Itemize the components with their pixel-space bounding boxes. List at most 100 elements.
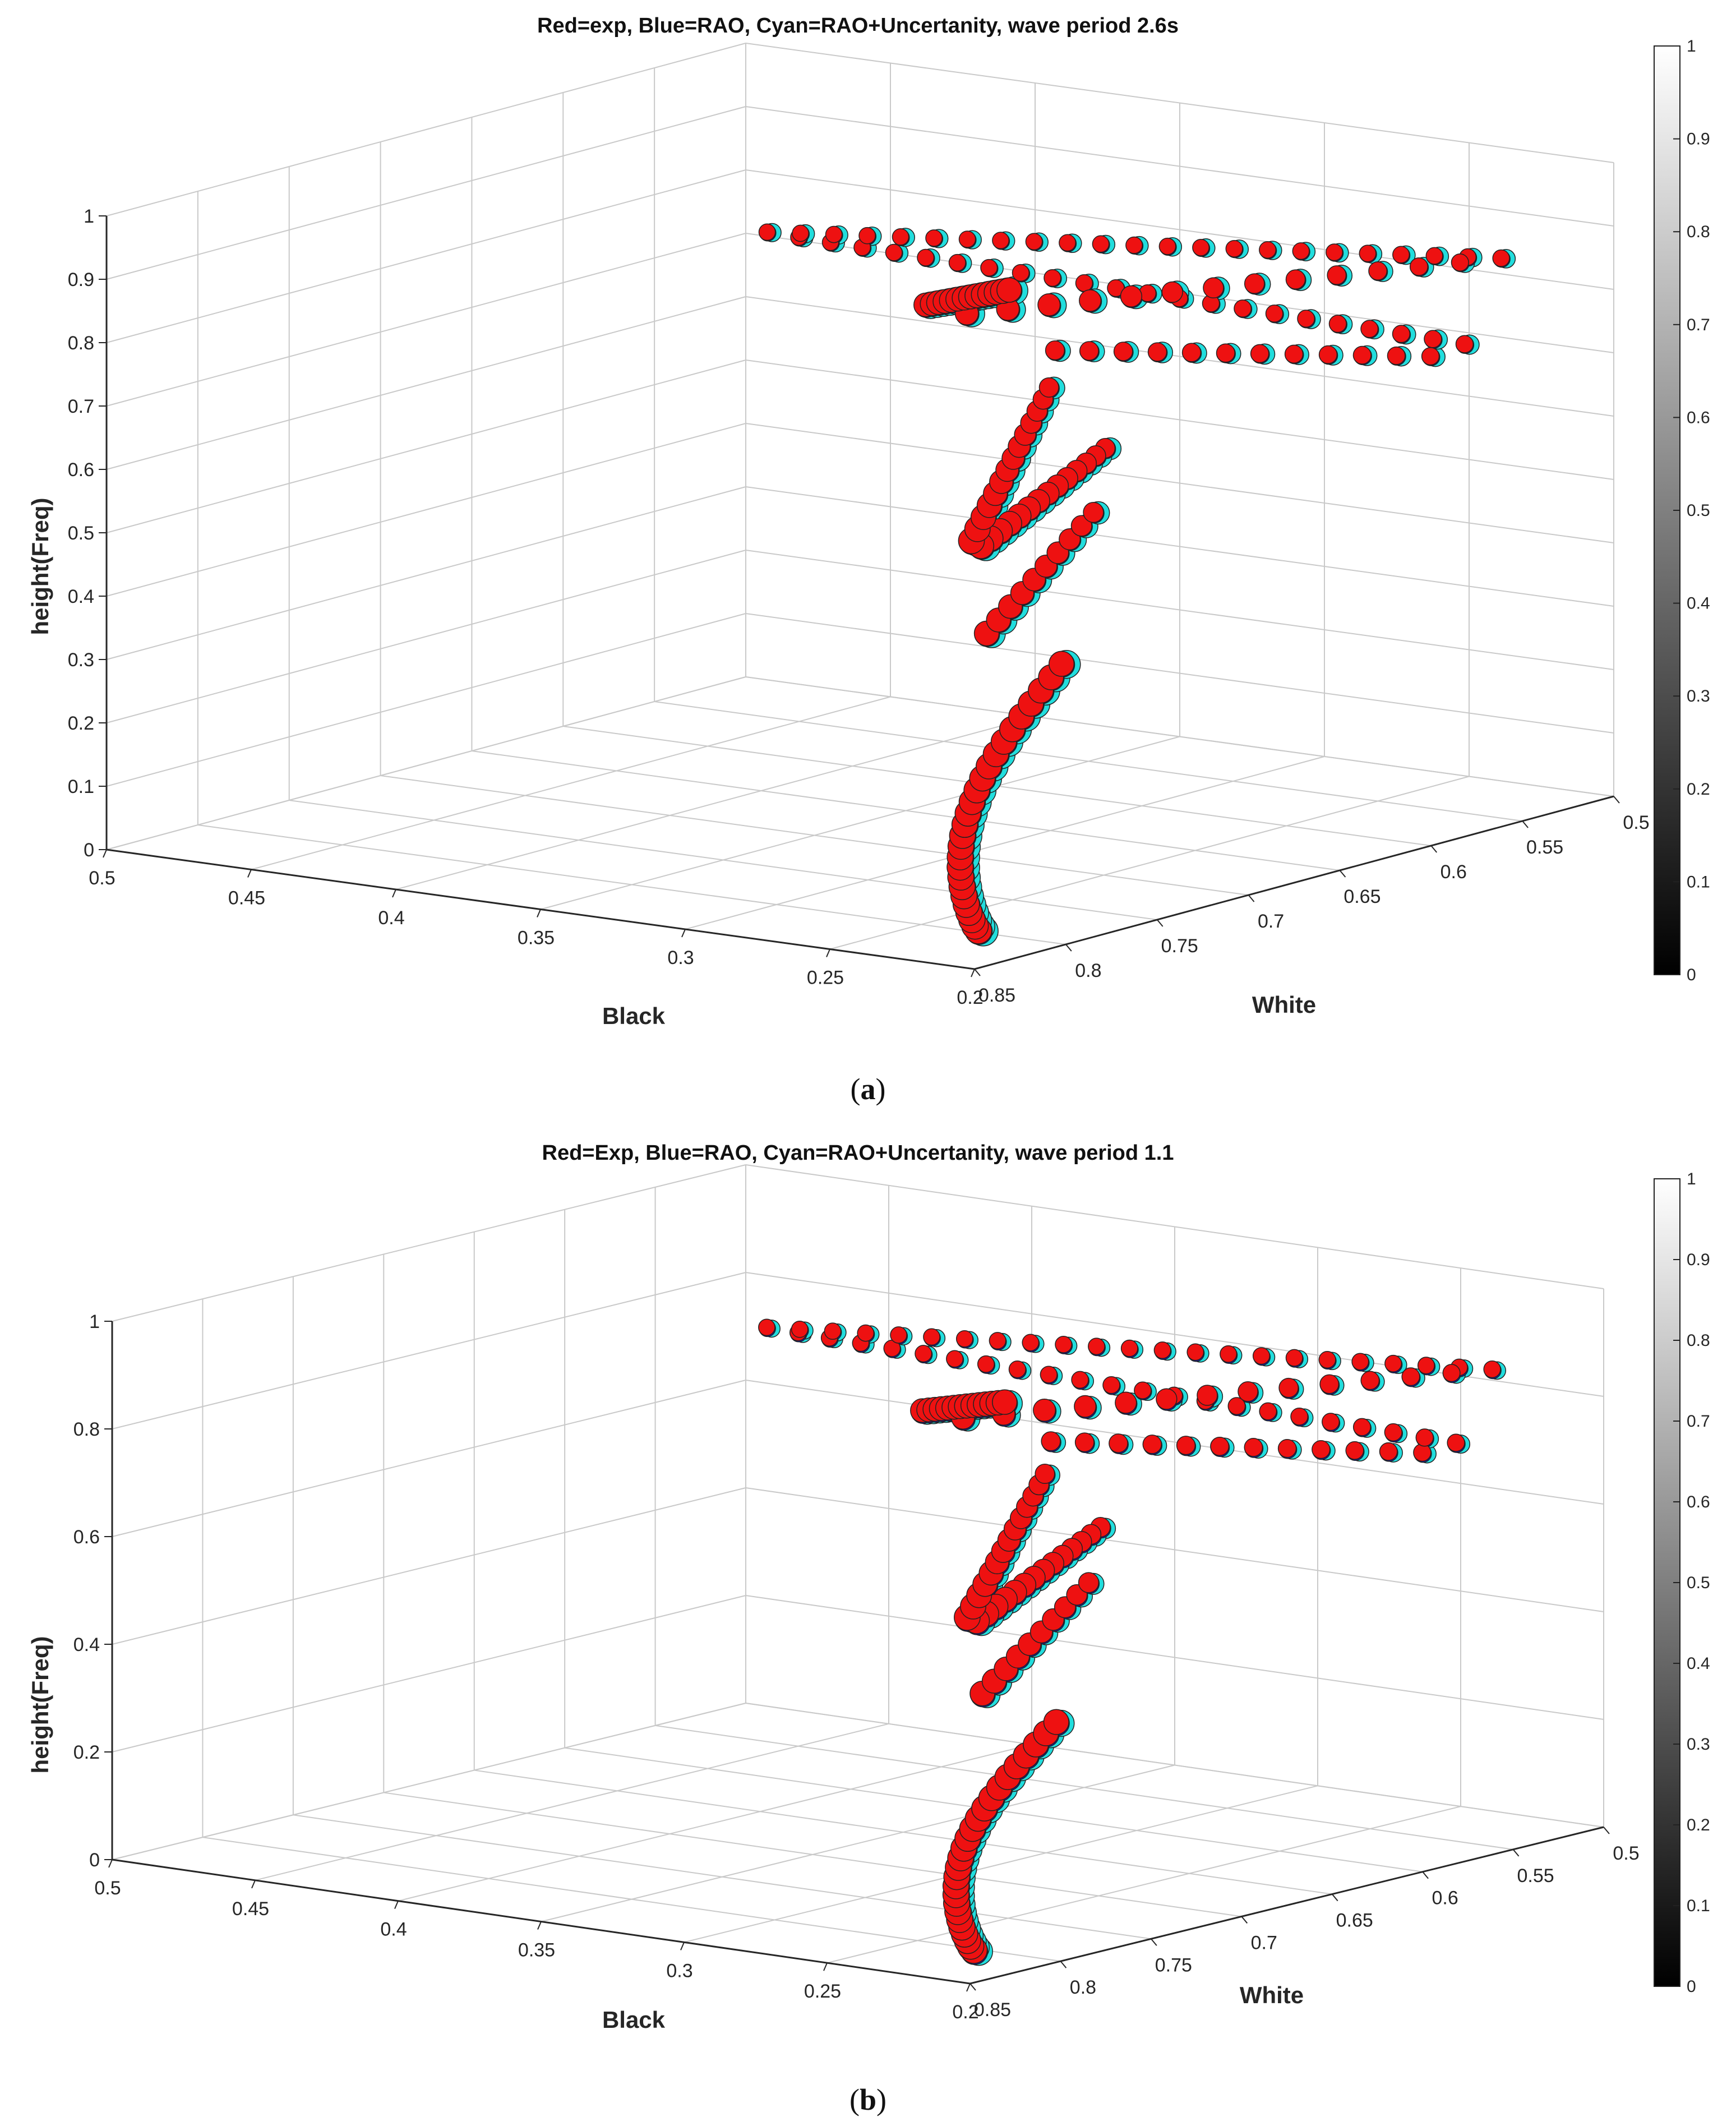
chart-b-ylabel: White [1240,1982,1304,2008]
scatter-point-exp [1012,264,1030,282]
scatter-point-exp [1142,1435,1162,1454]
scatter-point-exp [1125,236,1143,254]
z-tick-label: 1 [84,206,94,227]
colorbar-tick-label: 0 [1687,966,1696,984]
z-tick-label: 0 [84,840,94,861]
scatter-point-exp [1384,1423,1402,1442]
scatter-point-exp [1424,330,1442,348]
x-tick-label: 0.3 [666,1960,692,1981]
scatter-point-exp [1244,1438,1263,1457]
scatter-point-exp [1079,289,1102,312]
scatter-point-exp [980,259,998,276]
x-tick-label: 0.2 [957,987,983,1008]
colorbar-tick-label: 0.4 [1687,594,1710,613]
scatter-point-exp [1278,1377,1299,1398]
colorbar-tick-label: 0.5 [1687,1574,1710,1592]
scatter-point-exp [1109,1433,1128,1453]
scatter-point-exp [1043,1709,1069,1735]
z-tick-label: 0.4 [73,1634,100,1655]
scatter-point-exp [1413,1443,1432,1462]
x-tick-label: 0.45 [232,1898,269,1920]
colorbar-tick-label: 0.9 [1687,130,1710,149]
scatter-point-exp [1327,265,1347,285]
scatter-point-exp [1022,1334,1040,1352]
chart-b-xlabel: Black [602,2007,666,2033]
colorbar-tick-label: 0.5 [1687,501,1710,520]
scatter-point-exp [1049,651,1075,677]
z-tick-label: 0.8 [68,333,94,354]
scatter-point-exp [1238,1381,1258,1402]
x-tick-label: 0.2 [952,2002,978,2023]
scatter-point-exp [1210,1437,1230,1456]
scatter-point-exp [791,1320,809,1338]
scatter-point-exp [1392,246,1410,264]
scatter-point-exp [1326,243,1343,261]
scatter-point-exp [1092,235,1110,253]
scatter-point-exp [1417,1357,1435,1375]
scatter-point-exp [1285,1349,1303,1367]
colorbar-tick-label: 0.1 [1687,873,1710,891]
scatter-point-exp [1455,335,1474,353]
chart-a-zlabel: height(Freq) [27,498,53,635]
scatter-point-exp [1368,261,1388,281]
scatter-point-exp [1203,277,1224,299]
scatter-point-exp [1360,1371,1380,1390]
y-tick-label: 0.7 [1258,911,1284,932]
chart-a-title: Red=exp, Blue=RAO, Cyan=RAO+Uncertanity,… [537,14,1179,38]
y-tick-label: 0.7 [1251,1932,1277,1953]
scatter-point-exp [1088,1338,1105,1355]
x-tick-label: 0.35 [518,1940,555,1961]
scatter-point-exp [1483,1360,1501,1378]
chart-a-grid [105,43,1614,970]
scatter-point-exp [1285,269,1306,290]
scatter-point-exp [1044,269,1061,287]
chart-b-svg: Red=Exp, Blue=RAO, Cyan=RAO+Uncertanity,… [27,1141,1710,2116]
scatter-point-exp [1071,1371,1089,1389]
scatter-point-exp [1025,233,1043,251]
scatter-point-exp [1220,1345,1238,1363]
scatter-point-exp [1120,1339,1138,1357]
y-tick-label: 0.6 [1440,861,1467,883]
y-tick-label: 0.6 [1432,1888,1458,1909]
y-tick-label: 0.65 [1343,886,1381,907]
colorbar-tick-label: 0.6 [1687,1493,1710,1511]
scatter-point-exp [1045,340,1065,361]
scatter-point-exp [885,243,903,261]
scatter-point-exp [1115,1391,1137,1414]
scatter-point-exp [915,1345,932,1363]
scatter-point-exp [792,224,809,242]
scatter-point-exp [1379,1442,1398,1461]
x-tick-label: 0.45 [228,888,265,909]
y-tick-label: 0.8 [1075,960,1101,981]
scatter-point-exp [1409,257,1429,276]
scatter-point-exp [1192,238,1210,256]
scatter-point-exp [1227,1397,1246,1415]
scatter-point-exp [1352,345,1372,365]
chart-b-title: Red=Exp, Blue=RAO, Cyan=RAO+Uncertanity,… [542,1141,1174,1165]
scatter-point-exp [1277,1439,1297,1458]
chart-a-caption: (a) [851,1072,886,1106]
scatter-point-exp [1387,346,1406,365]
z-tick-label: 1 [89,1311,100,1332]
scatter-point-exp [858,227,876,245]
scatter-point-exp [1074,1395,1097,1418]
scatter-point-exp [1352,1418,1372,1436]
colorbar-tick-label: 0.7 [1687,316,1710,334]
scatter-point-exp [1186,1343,1204,1361]
scatter-point-exp [1079,341,1099,361]
scatter-point-exp [1442,1364,1461,1382]
scatter-point-exp [1425,247,1443,265]
scatter-point-exp [1421,347,1440,366]
scatter-point-exp [1252,1347,1271,1365]
scatter-point-exp [977,1355,995,1373]
scatter-point-exp [1083,501,1104,523]
chart-a-ylabel: White [1252,991,1316,1018]
scatter-point-exp [1035,1463,1055,1484]
colorbar-tick-label: 0.1 [1687,1897,1710,1915]
scatter-point-exp [1345,1441,1364,1460]
colorbar-tick-label: 0.7 [1687,1412,1710,1431]
z-tick-label: 0.3 [68,649,94,671]
z-tick-label: 0.1 [68,776,94,797]
scatter-point-exp [825,225,843,243]
y-tick-label: 0.75 [1155,1954,1192,1976]
